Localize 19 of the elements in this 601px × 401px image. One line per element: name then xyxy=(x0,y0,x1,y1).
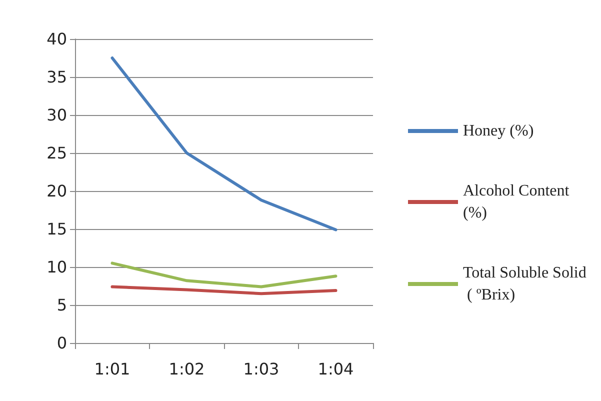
x-tick-label: 1:04 xyxy=(318,360,354,378)
y-tick-label: 5 xyxy=(56,296,67,314)
legend-label: Alcohol Content (%) xyxy=(463,182,574,222)
y-tick-label: 15 xyxy=(46,220,67,238)
y-tick-label: 25 xyxy=(46,144,67,162)
x-tick-label: 1:02 xyxy=(168,360,205,378)
y-tick-label: 10 xyxy=(46,258,67,276)
y-tick-label: 40 xyxy=(46,30,67,48)
y-tick-label: 20 xyxy=(46,182,67,200)
legend-label: Total Soluble Solid ( ºBrix) xyxy=(463,264,586,304)
legend-label: Honey (%) xyxy=(463,122,534,140)
y-tick-label: 30 xyxy=(46,106,67,124)
line-series xyxy=(110,56,338,232)
x-tick-label: 1:03 xyxy=(243,360,280,378)
x-tick-label: 1:01 xyxy=(94,360,130,378)
y-tick-label: 35 xyxy=(46,68,67,86)
line-series xyxy=(110,262,338,288)
line-series xyxy=(110,285,338,296)
y-tick-label: 0 xyxy=(56,334,67,352)
